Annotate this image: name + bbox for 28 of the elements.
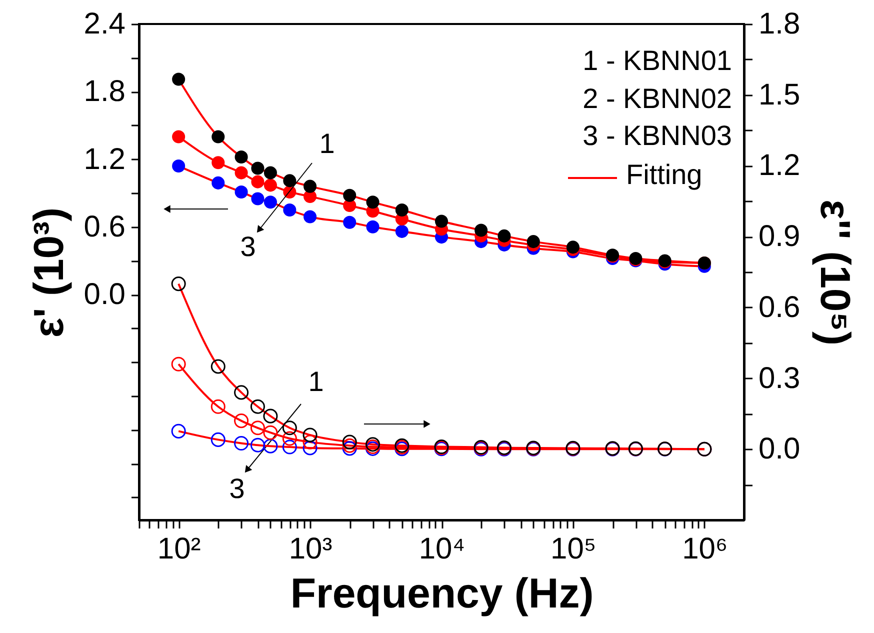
annotation: 1: [319, 128, 335, 159]
annotation: 1: [308, 366, 324, 397]
y2-tick-label: 0.0: [758, 432, 800, 466]
legend-label: Fitting: [626, 159, 702, 190]
y2-axis-title: ε'' (10⁵): [812, 200, 860, 346]
y2-tick-label: 0.9: [758, 220, 800, 254]
annotation: 1 - KBNN01: [582, 45, 732, 76]
x-tick-label: 10²: [157, 532, 201, 566]
y-tick-label: 0.6: [84, 210, 126, 244]
x-axis-title: Frequency (Hz): [290, 570, 594, 616]
x-tick-label: 10³: [288, 532, 332, 566]
annotation: 2 - KBNN02: [582, 83, 732, 114]
x-tick-label: 10⁶: [682, 532, 728, 566]
annotation: 3: [240, 231, 256, 262]
y2-tick-label: 0.3: [758, 362, 800, 395]
y2-tick-label: 1.2: [758, 149, 800, 182]
y-tick-label: 2.4: [84, 8, 126, 40]
y-tick-label: 0.0: [84, 278, 126, 312]
x-tick-label: 10⁴: [418, 532, 466, 566]
y2-tick-label: 0.6: [758, 290, 800, 324]
x-tick-label: 10⁵: [550, 532, 596, 566]
annotation: 3 - KBNN03: [582, 120, 732, 151]
y2-tick-label: 1.8: [758, 8, 800, 40]
y-axis-title: ε' (10³): [24, 207, 72, 338]
annotation: 3: [229, 473, 245, 504]
y2-tick-label: 1.5: [758, 78, 800, 112]
y-tick-label: 1.2: [84, 142, 126, 176]
y-tick-label: 1.8: [84, 75, 126, 108]
